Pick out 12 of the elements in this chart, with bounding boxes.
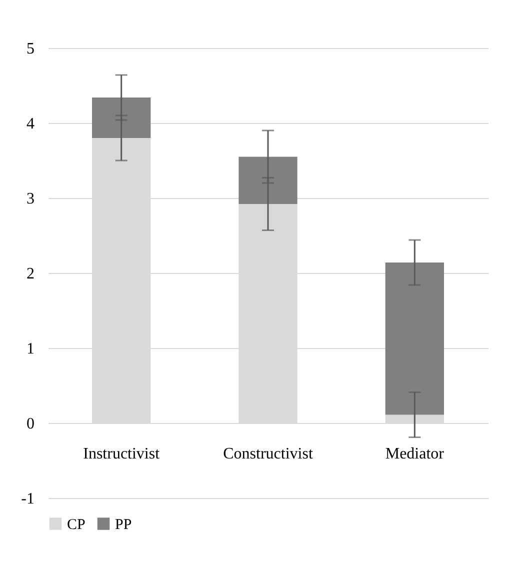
y-tick-label: -1	[21, 490, 34, 508]
x-tick-label: Mediator	[385, 446, 445, 462]
legend-label: PP	[115, 516, 132, 533]
x-tick-label: Constructivist	[223, 446, 314, 462]
y-tick-label: 5	[26, 40, 34, 58]
x-tick-label: Instructivist	[83, 446, 160, 462]
y-tick-label: 3	[26, 190, 34, 208]
legend-label: CP	[67, 516, 86, 533]
y-tick-label: 1	[26, 340, 34, 358]
y-tick-label: 4	[26, 116, 34, 132]
y-tick-label: 0	[26, 416, 34, 432]
y-tick-label: 2	[26, 266, 34, 282]
